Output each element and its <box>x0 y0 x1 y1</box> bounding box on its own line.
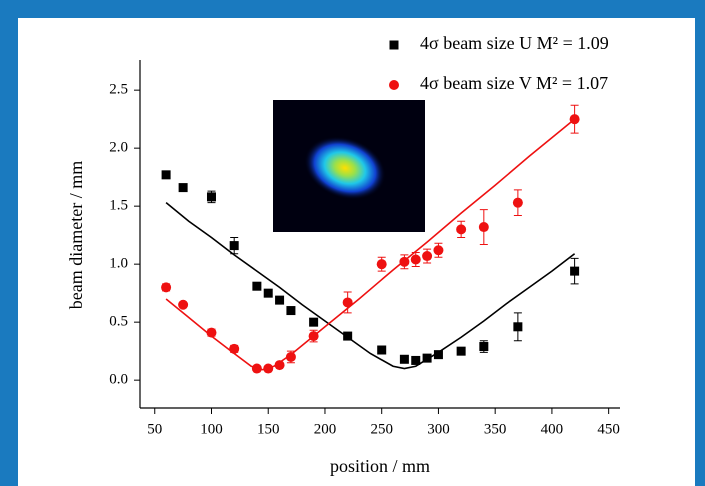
fit-line <box>165 118 576 371</box>
data-point <box>206 327 217 338</box>
data-point <box>285 351 296 362</box>
data-point <box>275 295 285 305</box>
data-point <box>343 331 353 341</box>
data-point <box>411 355 421 365</box>
x-tick-label: 250 <box>370 421 393 437</box>
data-point <box>342 297 353 308</box>
x-tick-label: 50 <box>147 421 162 437</box>
data-point <box>229 343 240 354</box>
data-point <box>433 350 443 360</box>
data-point <box>399 354 409 364</box>
data-point <box>161 282 172 293</box>
x-tick-label: 100 <box>200 421 223 437</box>
legend-marker <box>389 40 399 50</box>
x-tick-label: 300 <box>427 421 450 437</box>
y-tick-label: 2.0 <box>109 140 128 156</box>
y-tick-label: 1.5 <box>109 198 128 214</box>
y-tick-label: 1.0 <box>109 256 128 272</box>
legend-label: 4σ beam size U M² = 1.09 <box>420 33 609 53</box>
y-tick-label: 0.0 <box>109 372 128 388</box>
x-tick-label: 150 <box>257 421 280 437</box>
data-point <box>252 281 262 291</box>
data-point <box>229 241 239 251</box>
y-axis-title: beam diameter / mm <box>66 161 86 309</box>
data-point <box>569 114 580 125</box>
x-axis-title: position / mm <box>330 456 430 476</box>
data-point <box>456 346 466 356</box>
inset-image <box>273 100 425 232</box>
data-point <box>251 363 262 374</box>
data-point <box>376 259 387 270</box>
x-tick-label: 450 <box>597 421 620 437</box>
data-point <box>512 197 523 208</box>
data-point <box>263 288 273 298</box>
x-tick-label: 350 <box>484 421 507 437</box>
data-point <box>570 266 580 276</box>
legend-marker <box>389 80 399 90</box>
data-point <box>178 299 189 310</box>
data-point <box>422 353 432 363</box>
data-point <box>377 345 387 355</box>
x-tick-label: 200 <box>314 421 337 437</box>
fit-line <box>165 202 576 370</box>
data-point <box>513 322 523 332</box>
data-point <box>161 170 171 180</box>
beam-spot <box>304 136 386 200</box>
data-point <box>422 251 433 262</box>
data-point <box>263 363 274 374</box>
data-point <box>274 360 285 371</box>
y-tick-label: 2.5 <box>109 82 128 98</box>
legend-label: 4σ beam size V M² = 1.07 <box>420 73 608 93</box>
data-point <box>309 317 319 327</box>
y-tick-label: 0.5 <box>109 314 128 330</box>
data-point <box>456 224 467 235</box>
data-point <box>479 342 489 352</box>
data-point <box>478 222 489 233</box>
data-point <box>178 183 188 193</box>
data-point <box>399 256 410 267</box>
x-tick-label: 400 <box>541 421 564 437</box>
data-point <box>410 254 421 265</box>
data-point <box>433 245 444 256</box>
data-point <box>206 192 216 202</box>
data-point <box>308 331 319 342</box>
data-point <box>286 306 296 316</box>
